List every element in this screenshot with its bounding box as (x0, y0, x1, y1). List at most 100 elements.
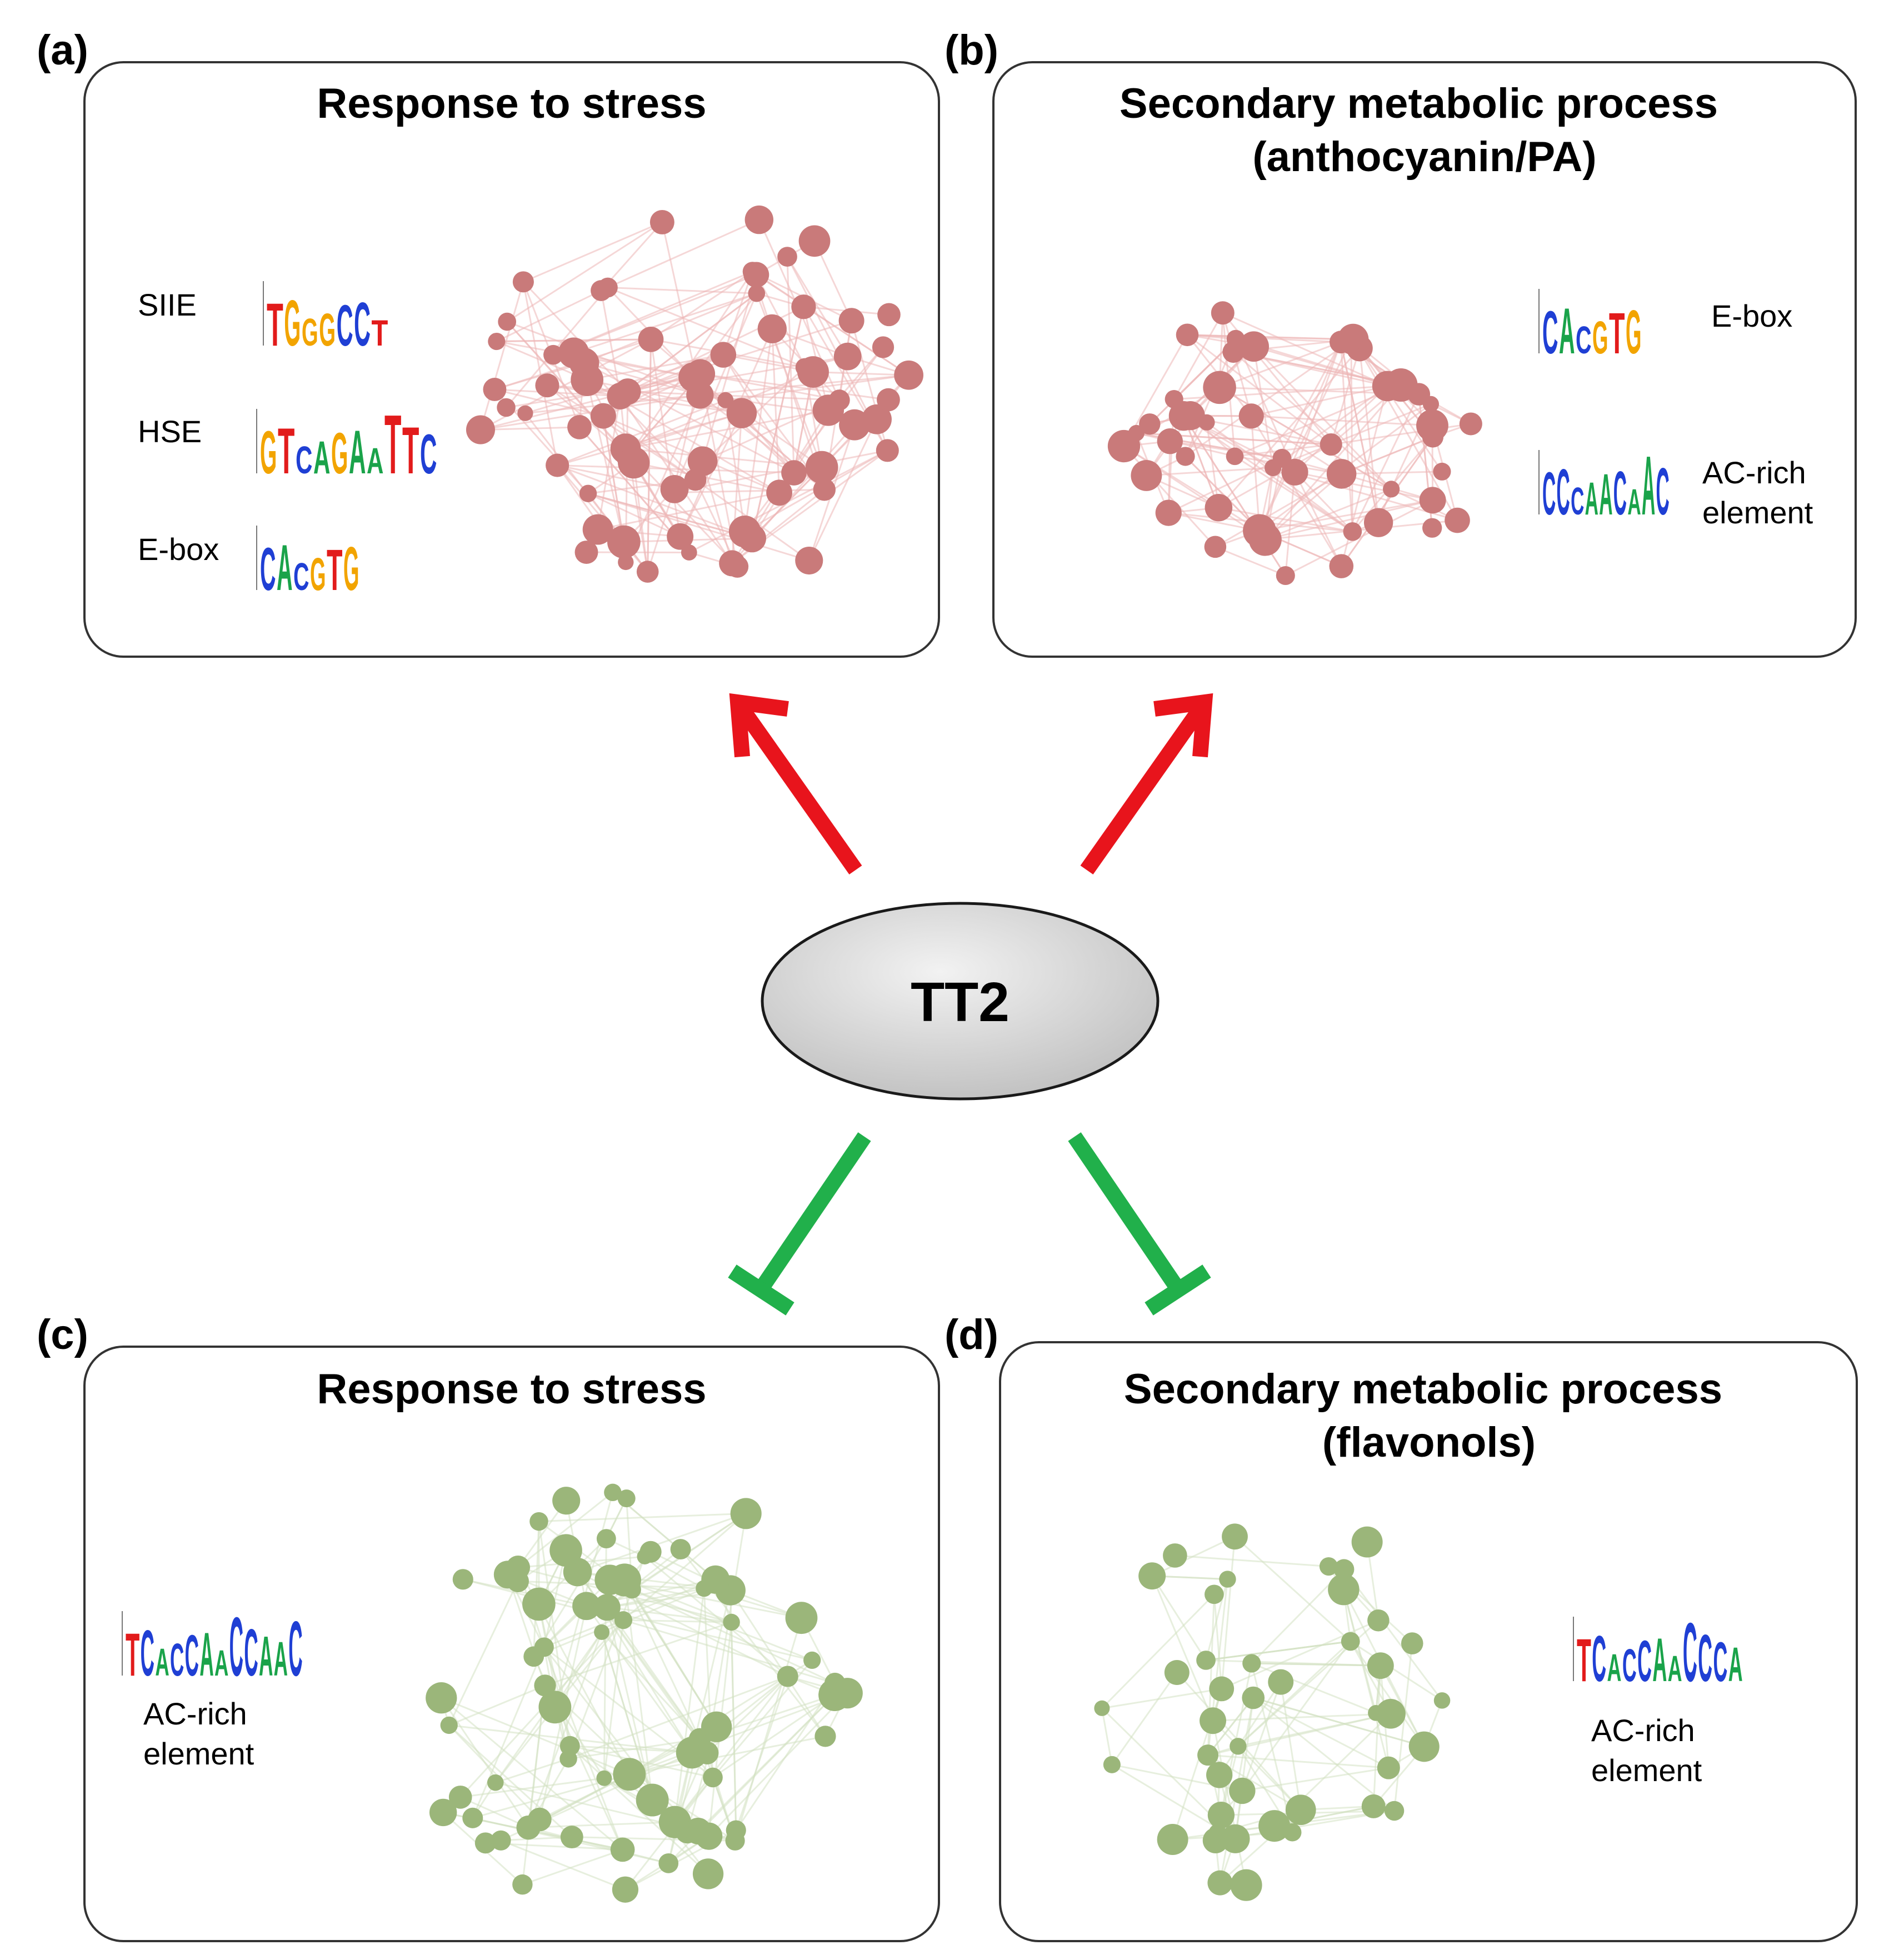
network-node (894, 360, 924, 390)
network-node (1226, 329, 1245, 348)
network-edge (543, 1578, 716, 1648)
network-node (507, 1570, 529, 1593)
network-node (701, 1565, 730, 1594)
network-edge (751, 306, 804, 539)
logo-letter: T (384, 398, 401, 492)
logo-letter: G (302, 311, 318, 354)
network-node (814, 1726, 836, 1747)
logo-letter: C (293, 555, 309, 598)
network-node (838, 308, 864, 334)
network-edge (712, 1694, 836, 1778)
network-edge (1285, 472, 1296, 576)
network-d (1094, 1523, 1451, 1901)
network-edge (1265, 499, 1433, 541)
network-edge (494, 388, 621, 397)
network-edge (1170, 440, 1282, 459)
logo-letter: C (1622, 1639, 1637, 1692)
network-a (466, 205, 924, 583)
network-edge (1234, 1536, 1351, 1642)
network-node (1157, 428, 1183, 454)
network-node (1176, 323, 1199, 347)
network-node (744, 205, 774, 234)
network-node (534, 1674, 556, 1697)
network-node (670, 1539, 691, 1560)
network-node (833, 342, 862, 371)
network-edge (1372, 1666, 1382, 1807)
panel-c-title: Response to stress (317, 1366, 706, 1413)
logo-letter: C (1592, 1623, 1606, 1696)
logo-letter: C (337, 293, 353, 358)
network-node (658, 1806, 691, 1838)
repression-bar-d-shaft (1068, 1132, 1185, 1293)
network-node (1139, 413, 1161, 435)
network-node (572, 1592, 601, 1621)
network-edge (612, 1492, 716, 1581)
network-node (488, 332, 506, 351)
logo-letter: T (327, 538, 343, 603)
logo-letter: C (296, 439, 312, 482)
network-node (726, 555, 749, 578)
network-node (538, 1691, 572, 1724)
network-node (748, 284, 766, 302)
network-edge (627, 391, 839, 401)
network-node (777, 247, 797, 267)
logo-letter: A (277, 532, 293, 604)
network-edge (1341, 436, 1434, 567)
network-edge (624, 1579, 717, 1728)
network-edge (625, 371, 814, 450)
network-node (687, 446, 718, 476)
network-node (1445, 507, 1470, 533)
motif-name-ac-rich-d-line-2: element (1591, 1753, 1702, 1788)
activation-arrow-a (729, 693, 862, 875)
logo-letter: G (331, 421, 348, 486)
network-edge (441, 1697, 623, 1851)
network-node (1433, 1692, 1451, 1709)
network-node (596, 1529, 616, 1549)
network-node (795, 546, 823, 575)
network-edge (1237, 1641, 1351, 1747)
network-node (695, 1822, 723, 1850)
motif-name-ac-rich-c-line-1: AC-rich (143, 1696, 247, 1731)
network-node (1206, 1762, 1233, 1788)
network-edge (1242, 1767, 1389, 1792)
network-edge (729, 1589, 826, 1737)
network-edge (650, 339, 674, 493)
network-node (604, 1483, 622, 1502)
network-node (1157, 1823, 1188, 1855)
motif-name-ac-rich-b-line-2: element (1702, 495, 1813, 530)
network-node (636, 1783, 669, 1817)
network-edges (479, 219, 909, 573)
network-edge (1265, 473, 1342, 541)
network-node (466, 415, 495, 444)
network-node (696, 1741, 719, 1764)
activation-arrow-b (1080, 693, 1213, 875)
network-edge (1250, 416, 1261, 531)
activation-arrow-b-head (1153, 693, 1213, 758)
network-edge (568, 1676, 788, 1760)
network-node (662, 482, 684, 503)
network-node (791, 294, 816, 319)
network-node (686, 359, 716, 389)
network-edge (1111, 1672, 1178, 1766)
network-edge (588, 492, 809, 562)
network-node (1351, 1526, 1383, 1558)
network-node (462, 1807, 483, 1828)
network-node (1433, 462, 1451, 481)
network-node (1176, 401, 1205, 431)
network-edge (1206, 1659, 1381, 1667)
network-edge (479, 281, 524, 430)
network-node (1103, 1756, 1121, 1773)
network-edge (603, 1620, 624, 1778)
network-node (569, 348, 599, 378)
network-node (785, 1602, 818, 1634)
network-edge (1173, 312, 1224, 400)
network-node (497, 398, 516, 417)
logo-letter: G (343, 534, 359, 603)
network-node (637, 1548, 653, 1564)
logo-letter: A (1559, 295, 1575, 367)
network-node (543, 344, 563, 365)
network-edge (1207, 1754, 1389, 1769)
network-node (618, 447, 650, 479)
network-edge (586, 379, 625, 542)
network-edge (647, 339, 652, 572)
